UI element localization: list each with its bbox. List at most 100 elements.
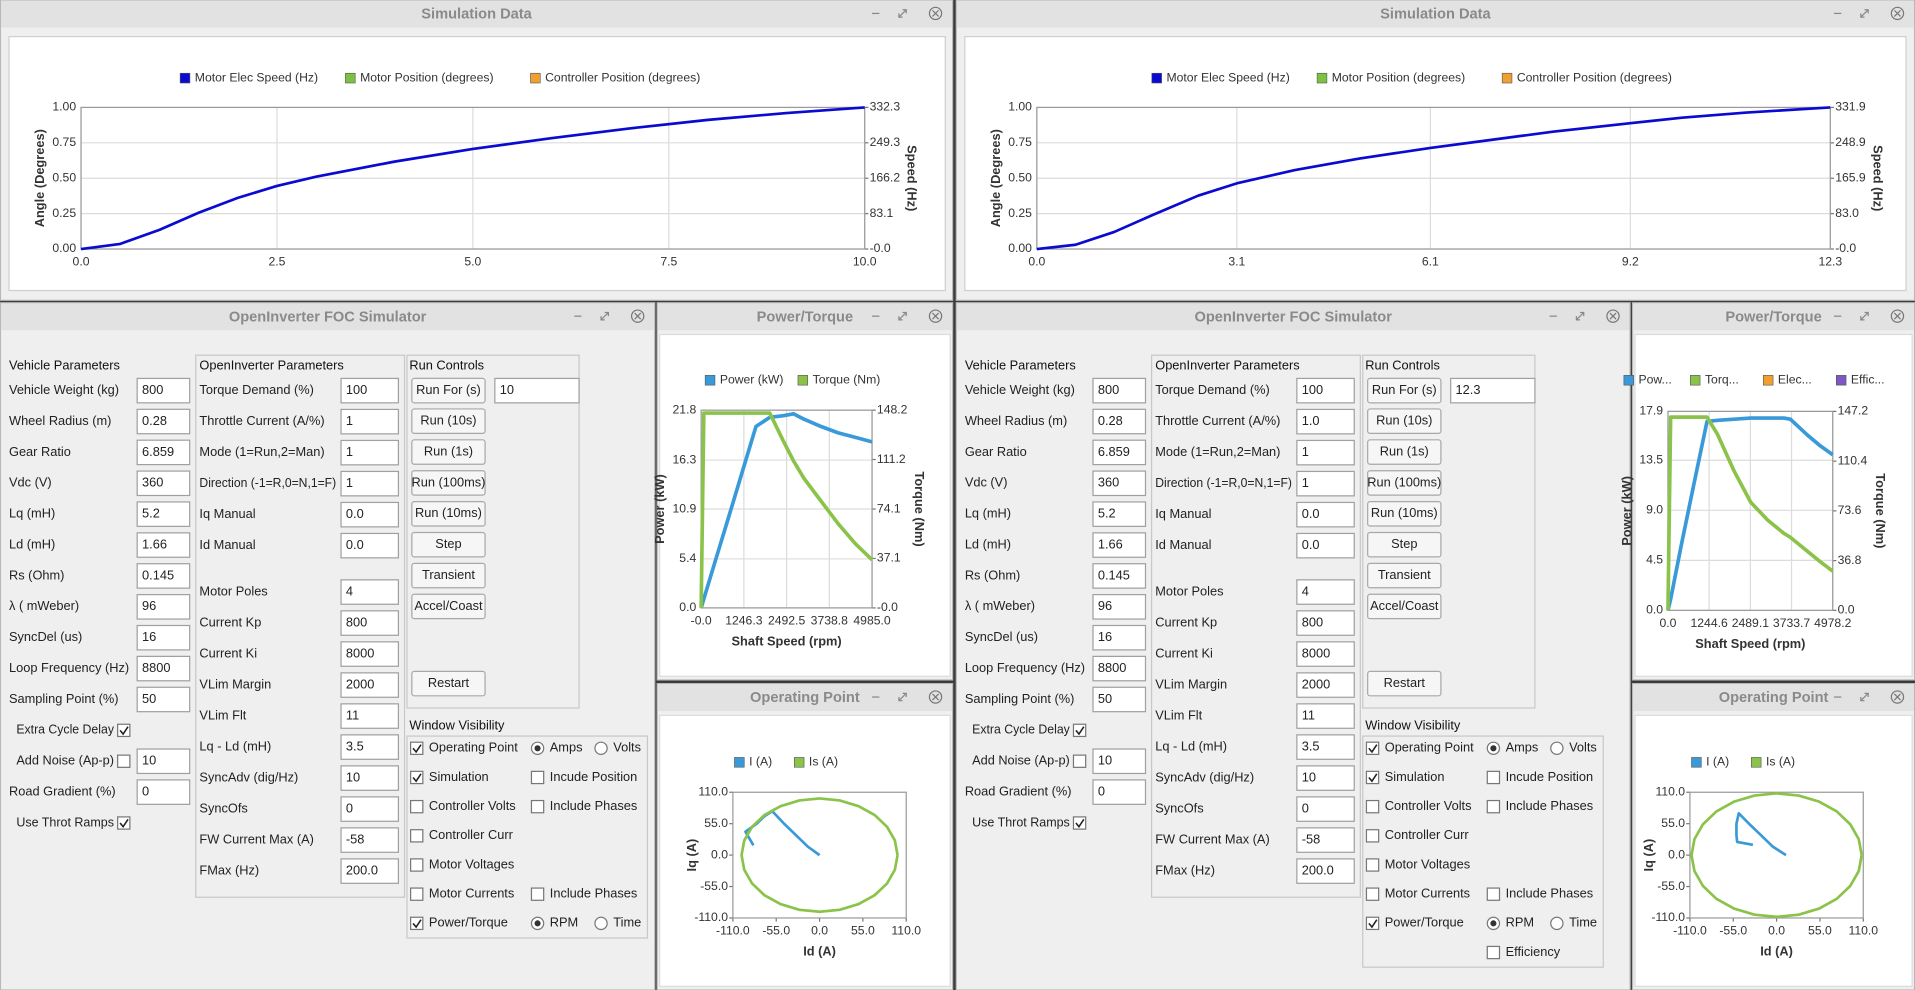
checkbox[interactable]	[1365, 858, 1380, 872]
button[interactable]	[1367, 439, 1442, 465]
checkbox[interactable]	[1486, 945, 1501, 960]
text-input[interactable]	[1296, 703, 1355, 729]
text-input[interactable]	[136, 779, 191, 805]
close-icon[interactable]	[932, 9, 940, 17]
radio-button[interactable]	[1550, 741, 1564, 756]
button[interactable]	[1367, 377, 1442, 404]
text-input[interactable]	[1092, 377, 1147, 404]
button[interactable]	[1367, 531, 1442, 558]
checkbox[interactable]	[530, 770, 545, 785]
maximize-button[interactable]	[1860, 692, 1869, 702]
checkbox[interactable]	[1365, 741, 1380, 756]
close-icon[interactable]	[1609, 312, 1617, 320]
checkbox[interactable]	[410, 770, 424, 785]
close-button[interactable]	[1890, 6, 1905, 21]
text-input[interactable]	[136, 563, 191, 589]
checkbox[interactable]	[117, 723, 131, 738]
maximize-button[interactable]	[898, 9, 907, 18]
text-input[interactable]	[1296, 672, 1355, 698]
text-input[interactable]	[1296, 501, 1355, 528]
checkbox[interactable]	[1365, 799, 1380, 814]
text-input[interactable]	[136, 594, 191, 620]
checkbox[interactable]	[1365, 887, 1380, 901]
text-input[interactable]	[136, 686, 191, 713]
text-input[interactable]	[340, 641, 400, 667]
button[interactable]	[411, 531, 486, 558]
close-button[interactable]	[928, 309, 943, 323]
text-input[interactable]	[1092, 563, 1147, 589]
text-input[interactable]	[136, 408, 191, 435]
text-input[interactable]	[1092, 686, 1147, 713]
text-input[interactable]	[1296, 610, 1355, 636]
text-input[interactable]	[136, 655, 191, 682]
text-input[interactable]	[1092, 439, 1147, 466]
text-input[interactable]	[340, 672, 400, 698]
close-icon[interactable]	[932, 693, 940, 701]
text-input[interactable]	[1296, 765, 1355, 791]
checkbox[interactable]	[1486, 770, 1501, 785]
button[interactable]	[411, 408, 486, 434]
button[interactable]	[411, 593, 486, 620]
text-input[interactable]	[340, 501, 400, 528]
text-input[interactable]	[340, 610, 400, 636]
text-input[interactable]	[1296, 579, 1355, 605]
text-input[interactable]	[136, 377, 191, 404]
text-input[interactable]	[340, 858, 400, 884]
maximize-button[interactable]	[1860, 311, 1869, 321]
close-button[interactable]	[928, 690, 943, 704]
button[interactable]	[1367, 562, 1442, 589]
text-input[interactable]	[340, 765, 400, 791]
text-input[interactable]	[1296, 532, 1355, 559]
button[interactable]	[1367, 408, 1442, 434]
text-input[interactable]	[1450, 377, 1536, 404]
text-input[interactable]	[340, 703, 400, 729]
maximize-button[interactable]	[898, 692, 907, 702]
text-input[interactable]	[340, 408, 400, 435]
radio-button[interactable]	[1550, 916, 1564, 931]
button[interactable]	[1367, 470, 1442, 496]
text-input[interactable]	[1296, 734, 1355, 760]
checkbox[interactable]	[410, 799, 424, 814]
text-input[interactable]	[1092, 748, 1147, 775]
maximize-button[interactable]	[1575, 311, 1585, 321]
checkbox[interactable]	[410, 858, 424, 872]
text-input[interactable]	[340, 579, 400, 605]
text-input[interactable]	[136, 439, 191, 466]
text-input[interactable]	[1296, 439, 1355, 466]
text-input[interactable]	[1092, 779, 1147, 805]
text-input[interactable]	[494, 377, 580, 404]
radio-button[interactable]	[594, 916, 608, 931]
close-icon[interactable]	[932, 312, 940, 320]
button[interactable]	[1367, 670, 1442, 697]
text-input[interactable]	[1092, 501, 1147, 527]
text-input[interactable]	[1092, 624, 1147, 651]
text-input[interactable]	[1296, 377, 1355, 404]
checkbox[interactable]	[117, 754, 131, 768]
close-icon[interactable]	[1893, 312, 1901, 320]
text-input[interactable]	[136, 532, 191, 558]
text-input[interactable]	[136, 501, 191, 527]
text-input[interactable]	[136, 748, 191, 775]
button[interactable]	[411, 470, 486, 496]
close-icon[interactable]	[1893, 9, 1901, 17]
checkbox[interactable]	[1365, 829, 1380, 843]
close-icon[interactable]	[634, 312, 642, 320]
text-input[interactable]	[340, 532, 400, 559]
text-input[interactable]	[1092, 594, 1147, 620]
checkbox[interactable]	[1486, 887, 1501, 901]
close-button[interactable]	[1890, 309, 1905, 323]
text-input[interactable]	[1092, 655, 1147, 682]
text-input[interactable]	[1092, 408, 1147, 435]
checkbox[interactable]	[530, 799, 545, 814]
checkbox[interactable]	[1072, 754, 1087, 768]
close-button[interactable]	[1606, 309, 1620, 323]
text-input[interactable]	[1296, 470, 1355, 497]
checkbox[interactable]	[410, 829, 424, 843]
text-input[interactable]	[340, 377, 400, 404]
text-input[interactable]	[1296, 796, 1355, 822]
checkbox[interactable]	[1486, 799, 1501, 814]
text-input[interactable]	[340, 439, 400, 466]
button[interactable]	[411, 377, 486, 404]
text-input[interactable]	[1296, 641, 1355, 667]
text-input[interactable]	[1296, 827, 1355, 853]
